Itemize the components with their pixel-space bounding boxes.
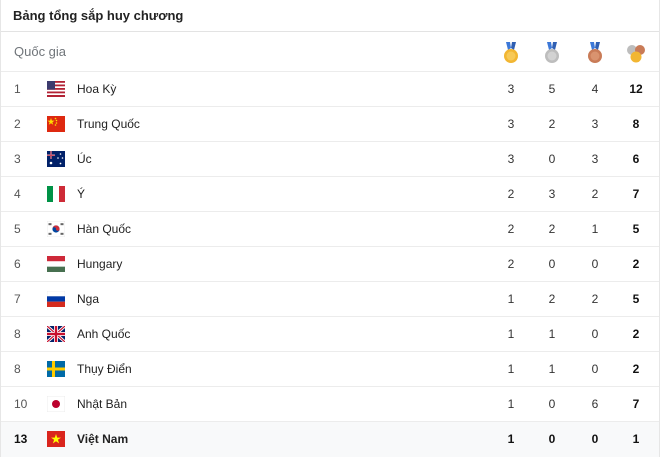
silver-count: 0 — [548, 432, 556, 446]
total-count: 12 — [629, 82, 643, 96]
table-row[interactable]: 8 Thụy Điển 1 1 0 2 — [1, 352, 659, 387]
silver-medal-icon[interactable] — [541, 41, 563, 65]
bronze-count: 6 — [591, 397, 599, 411]
table-row[interactable]: 10 Nhật Bản 1 0 6 7 — [1, 387, 659, 422]
table-row[interactable]: 3 Úc 3 0 3 6 — [1, 142, 659, 177]
bronze-count: 2 — [591, 187, 599, 201]
country-name[interactable]: Ý — [77, 187, 86, 201]
us-flag-icon — [47, 81, 65, 97]
total-count: 7 — [632, 397, 640, 411]
total-count: 2 — [632, 362, 640, 376]
rank-cell: 13 — [14, 432, 28, 446]
table-row[interactable]: 5 Hàn Quốc 2 2 1 5 — [1, 212, 659, 247]
total-count: 6 — [632, 152, 640, 166]
silver-count: 0 — [548, 397, 556, 411]
total-medals-icon[interactable] — [625, 41, 647, 65]
bronze-count: 3 — [591, 117, 599, 131]
gold-medal-icon[interactable] — [500, 41, 522, 65]
gold-count: 1 — [507, 397, 515, 411]
rank-cell: 3 — [14, 152, 21, 166]
total-count: 5 — [632, 292, 640, 306]
country-name[interactable]: Nga — [77, 292, 100, 306]
south-korea-flag-icon — [47, 221, 65, 237]
australia-flag-icon — [47, 151, 65, 167]
widget-header: Bảng tổng sắp huy chương — [1, 0, 659, 32]
gold-count: 2 — [507, 257, 515, 271]
total-count: 5 — [632, 222, 640, 236]
japan-flag-icon — [47, 396, 65, 412]
silver-count: 0 — [548, 257, 556, 271]
country-name[interactable]: Hoa Kỳ — [77, 82, 117, 96]
china-flag-icon — [47, 116, 65, 132]
gold-count: 3 — [507, 82, 515, 96]
silver-count: 2 — [548, 117, 556, 131]
silver-count: 3 — [548, 187, 556, 201]
rank-cell: 7 — [14, 292, 21, 306]
country-name[interactable]: Anh Quốc — [77, 327, 131, 341]
silver-count: 0 — [548, 152, 556, 166]
bronze-count: 0 — [591, 432, 599, 446]
gold-count: 3 — [507, 117, 515, 131]
sweden-flag-icon — [47, 361, 65, 377]
country-name[interactable]: Thụy Điển — [77, 362, 132, 376]
country-name[interactable]: Việt Nam — [77, 432, 129, 446]
table-row[interactable]: 6 Hungary 2 0 0 2 — [1, 247, 659, 282]
country-name[interactable]: Hàn Quốc — [77, 222, 132, 236]
uk-flag-icon — [47, 326, 65, 342]
country-name[interactable]: Trung Quốc — [77, 117, 140, 131]
rank-cell: 4 — [14, 187, 21, 201]
rank-cell: 8 — [14, 327, 21, 341]
total-count: 7 — [632, 187, 640, 201]
russia-flag-icon — [47, 291, 65, 307]
gold-count: 3 — [507, 152, 515, 166]
gold-count: 1 — [507, 432, 515, 446]
country-name[interactable]: Úc — [77, 152, 92, 166]
hungary-flag-icon — [47, 256, 65, 272]
italy-flag-icon — [47, 186, 65, 202]
country-column-label: Quốc gia — [14, 44, 67, 59]
total-count: 2 — [632, 257, 640, 271]
medal-table-body: 1 Hoa Kỳ 3 5 4 12 2 Trung Quốc 3 2 3 8 3… — [1, 72, 659, 457]
rank-cell: 2 — [14, 117, 21, 131]
bronze-count: 3 — [591, 152, 599, 166]
bronze-count: 0 — [591, 327, 599, 341]
table-row[interactable]: 1 Hoa Kỳ 3 5 4 12 — [1, 72, 659, 107]
gold-count: 1 — [507, 292, 515, 306]
bronze-count: 0 — [591, 362, 599, 376]
table-row[interactable]: 2 Trung Quốc 3 2 3 8 — [1, 107, 659, 142]
gold-count: 2 — [507, 187, 515, 201]
rank-cell: 6 — [14, 257, 21, 271]
silver-count: 5 — [548, 82, 556, 96]
silver-count: 1 — [548, 327, 556, 341]
gold-count: 2 — [507, 222, 515, 236]
bronze-medal-icon[interactable] — [584, 41, 606, 65]
bronze-count: 1 — [591, 222, 599, 236]
bronze-count: 4 — [591, 82, 599, 96]
table-row[interactable]: 8 Anh Quốc 1 1 0 2 — [1, 317, 659, 352]
country-name[interactable]: Nhật Bản — [77, 397, 128, 411]
vietnam-flag-icon — [47, 431, 65, 447]
widget-title: Bảng tổng sắp huy chương — [13, 8, 184, 23]
silver-count: 2 — [548, 222, 556, 236]
table-row[interactable]: 4 Ý 2 3 2 7 — [1, 177, 659, 212]
rank-cell: 5 — [14, 222, 21, 236]
gold-count: 1 — [507, 327, 515, 341]
table-row[interactable]: 13 Việt Nam 1 0 0 1 — [1, 422, 659, 457]
silver-count: 2 — [548, 292, 556, 306]
total-count: 8 — [632, 117, 640, 131]
total-count: 2 — [632, 327, 640, 341]
gold-count: 1 — [507, 362, 515, 376]
total-count: 1 — [632, 432, 640, 446]
bronze-count: 0 — [591, 257, 599, 271]
table-row[interactable]: 7 Nga 1 2 2 5 — [1, 282, 659, 317]
rank-cell: 1 — [14, 82, 21, 96]
rank-cell: 8 — [14, 362, 21, 376]
silver-count: 1 — [548, 362, 556, 376]
rank-cell: 10 — [14, 397, 28, 411]
country-name[interactable]: Hungary — [77, 257, 123, 271]
column-header-row: Quốc gia — [1, 32, 659, 72]
bronze-count: 2 — [591, 292, 599, 306]
